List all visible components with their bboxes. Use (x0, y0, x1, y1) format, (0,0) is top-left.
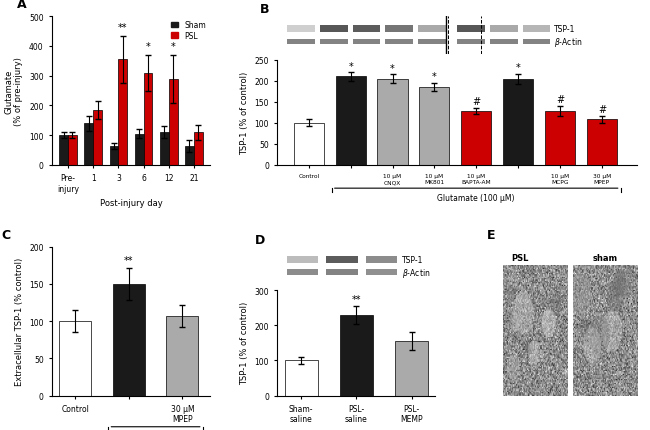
X-axis label: Post-injury day: Post-injury day (99, 199, 162, 208)
Bar (144, 74, 152, 166)
Bar (326, 256, 358, 263)
Text: E: E (487, 228, 495, 241)
Bar (287, 26, 315, 33)
Text: glia: glia (514, 277, 524, 283)
Text: **: ** (352, 294, 361, 304)
Y-axis label: TSP-1 (% of control): TSP-1 (% of control) (240, 71, 249, 154)
Text: dend: dend (613, 326, 627, 332)
Bar (503, 80, 533, 166)
Bar (169, 80, 177, 166)
Bar (326, 270, 358, 275)
Text: TSP-1: TSP-1 (554, 25, 575, 34)
Bar (418, 26, 446, 33)
Bar (461, 112, 491, 166)
Bar (523, 26, 551, 33)
Text: TSP-1: TSP-1 (402, 255, 424, 264)
Text: PSL: PSL (512, 253, 529, 262)
Bar (352, 40, 380, 45)
Text: 0.5 μm: 0.5 μm (612, 390, 632, 395)
Bar (352, 26, 380, 33)
Bar (545, 112, 575, 166)
Text: $\beta$-Actin: $\beta$-Actin (554, 36, 582, 49)
Text: **: ** (124, 255, 133, 265)
Text: glia: glia (508, 319, 518, 324)
Text: #: # (472, 97, 480, 107)
Bar (287, 270, 318, 275)
Bar (320, 26, 348, 33)
Text: glia: glia (519, 289, 529, 294)
Bar (418, 40, 446, 45)
Bar (59, 136, 68, 166)
Bar (84, 124, 93, 166)
Bar (93, 111, 102, 166)
Legend: Sham, PSL: Sham, PSL (172, 21, 206, 40)
Bar (160, 133, 169, 166)
Bar (385, 40, 413, 45)
Bar (320, 40, 348, 45)
Bar (287, 256, 318, 263)
Bar (110, 146, 118, 166)
Bar (366, 256, 397, 263)
Text: B: B (259, 3, 269, 16)
Text: #: # (598, 105, 606, 115)
Text: #: # (556, 95, 564, 105)
Text: D: D (255, 233, 266, 246)
Bar (340, 315, 373, 396)
Y-axis label: Extracellular TSP-1 (% control): Extracellular TSP-1 (% control) (14, 258, 23, 385)
Text: *: * (515, 63, 521, 73)
Bar (287, 40, 315, 45)
Text: **: ** (118, 23, 127, 33)
Bar (194, 133, 203, 166)
Bar (118, 60, 127, 166)
Text: Glutamate (100 μM): Glutamate (100 μM) (437, 194, 515, 203)
Text: $\beta$-Actin: $\beta$-Actin (402, 266, 430, 279)
Bar (378, 80, 408, 166)
Text: *: * (390, 64, 395, 74)
Text: glia: glia (583, 286, 593, 291)
Bar (385, 26, 413, 33)
Text: sp: sp (594, 311, 601, 316)
Bar (185, 146, 194, 166)
Text: dend: dend (532, 334, 546, 339)
Bar (135, 135, 144, 166)
Bar (490, 40, 517, 45)
Text: *: * (146, 42, 150, 52)
Text: dend: dend (540, 360, 554, 366)
Text: A: A (18, 0, 27, 11)
Y-axis label: TSP-1 (% of control): TSP-1 (% of control) (240, 301, 249, 384)
Text: sp: sp (599, 356, 606, 361)
Text: dend: dend (586, 346, 600, 350)
Bar (490, 26, 517, 33)
Text: sp: sp (530, 311, 536, 316)
Y-axis label: Glutamate
(% of pre-injury): Glutamate (% of pre-injury) (4, 57, 23, 126)
Bar (587, 120, 617, 166)
Text: C: C (1, 228, 10, 241)
Bar (166, 316, 198, 396)
Text: sp: sp (523, 349, 529, 353)
Bar (366, 270, 397, 275)
Bar (59, 321, 91, 396)
Text: *: * (171, 42, 176, 52)
Bar (335, 77, 366, 166)
Bar (395, 341, 428, 396)
Bar (68, 136, 77, 166)
Bar (457, 40, 485, 45)
Bar (523, 40, 551, 45)
Text: *: * (348, 61, 353, 71)
Bar (419, 88, 449, 166)
Text: sham: sham (592, 253, 617, 262)
Bar (112, 284, 145, 396)
Bar (457, 26, 485, 33)
Text: *: * (432, 72, 437, 82)
Bar (285, 360, 318, 396)
Bar (294, 123, 324, 166)
